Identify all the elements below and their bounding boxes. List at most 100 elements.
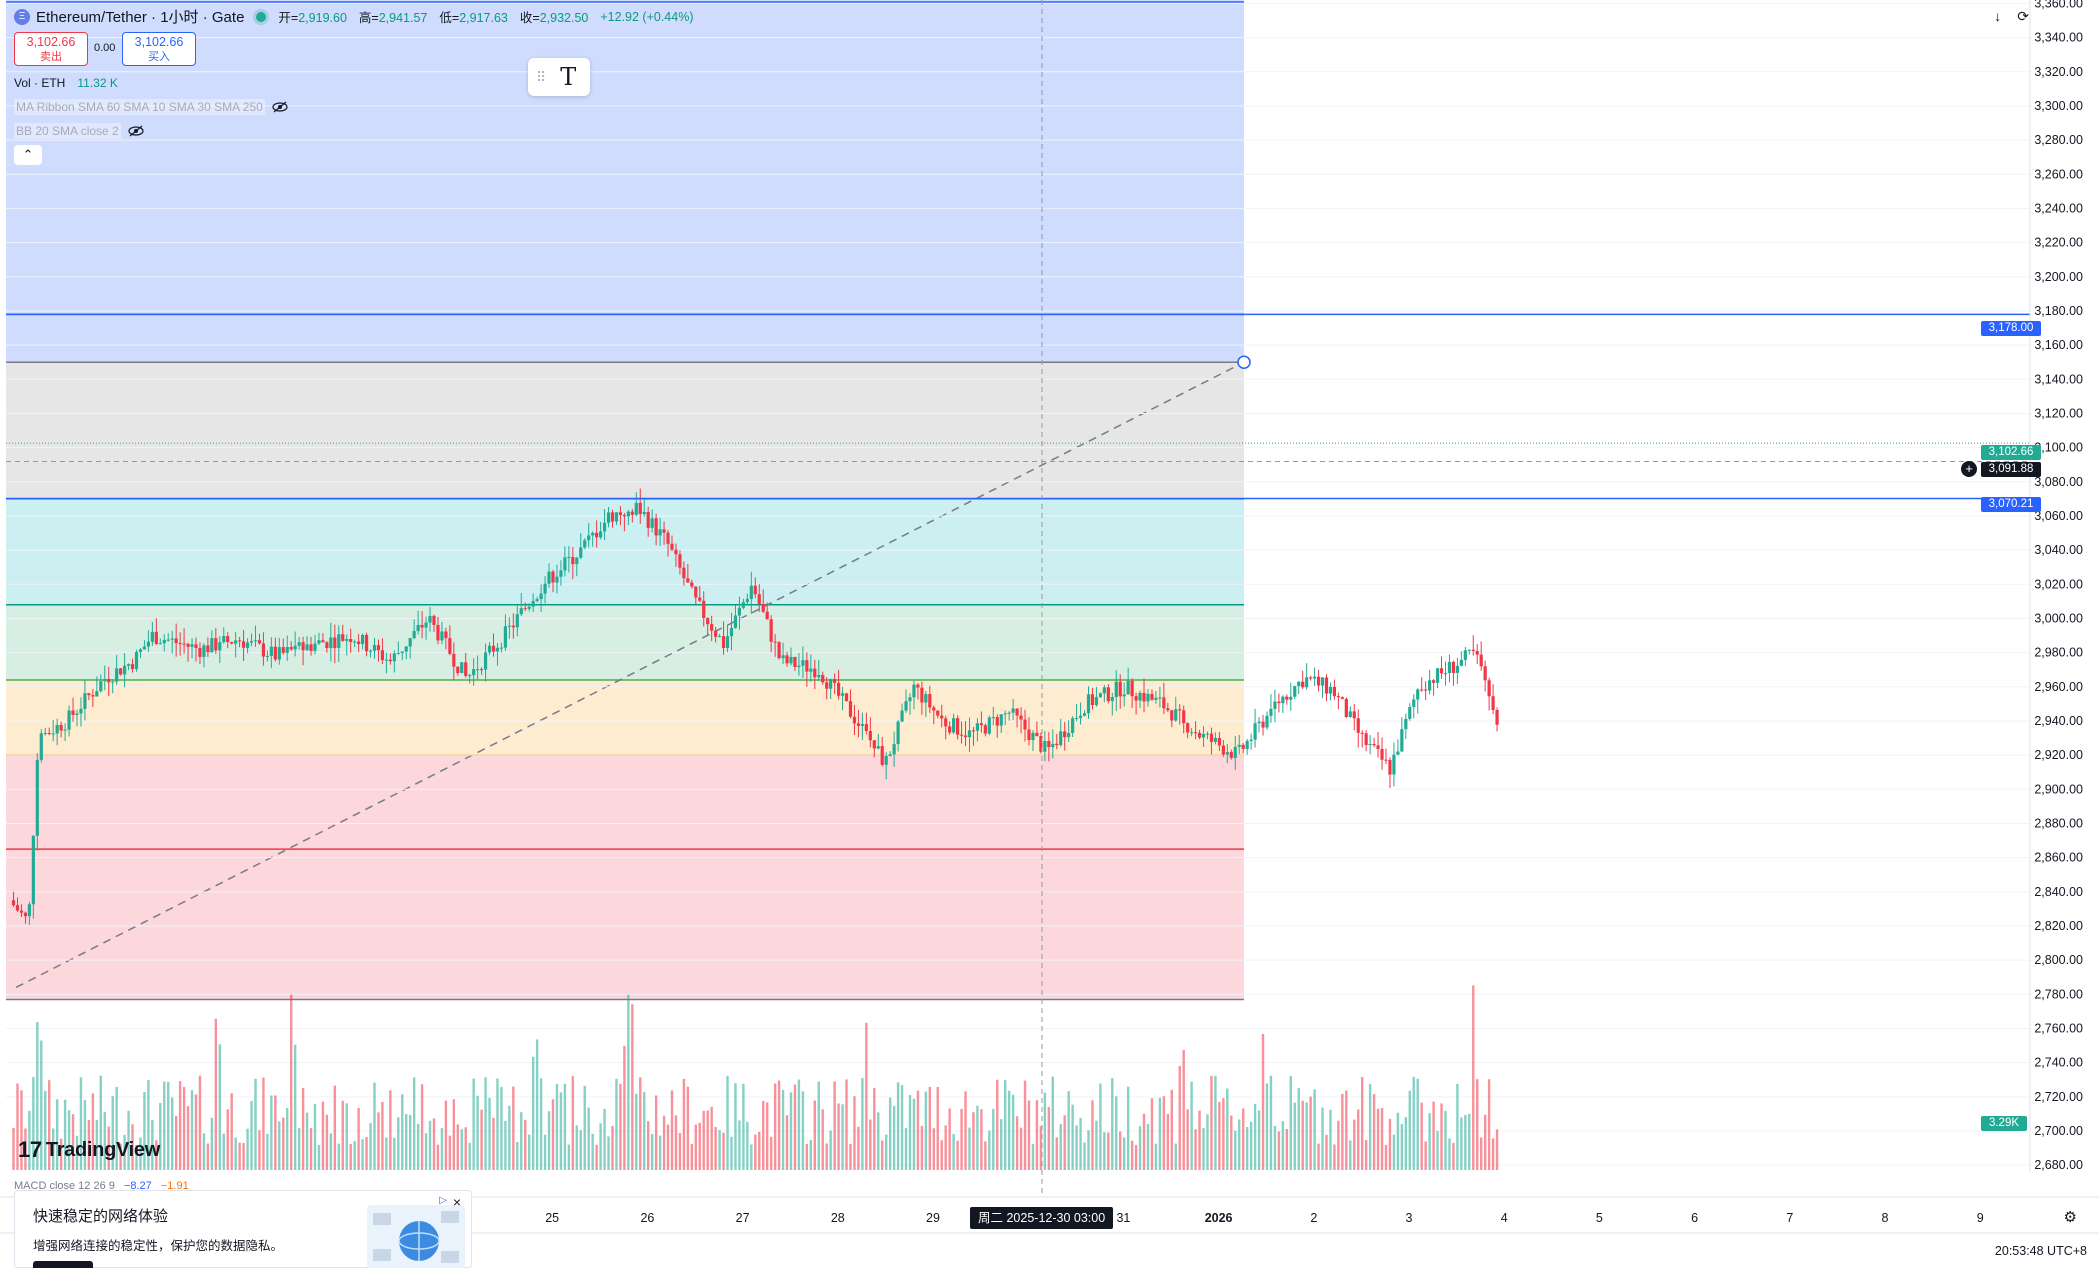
- candle-body: [1400, 729, 1404, 752]
- arrow-down-icon[interactable]: ↓: [1994, 8, 2002, 24]
- collapse-legend-button[interactable]: ⌃: [14, 145, 42, 165]
- volume-bar: [944, 1125, 947, 1170]
- volume-bar: [155, 1140, 158, 1170]
- candle-body: [1431, 680, 1436, 683]
- x-tick-label: 4: [1501, 1211, 1508, 1225]
- candle-body: [1443, 673, 1448, 675]
- volume-bar: [389, 1090, 392, 1170]
- volume-bar: [754, 1134, 757, 1170]
- ad-choices-icon[interactable]: ▷: [439, 1195, 447, 1206]
- y-tick-label: 3,220.00: [2034, 236, 2083, 250]
- candle-body: [1043, 740, 1047, 752]
- ad-cta-button[interactable]: [33, 1261, 93, 1268]
- volume-bar: [543, 1134, 547, 1170]
- macd-legend[interactable]: MACD close 12 26 9 −8.27 −1.91: [14, 1180, 189, 1192]
- settings-icon[interactable]: ⚙: [2063, 1209, 2077, 1226]
- volume-bar: [1353, 1119, 1356, 1170]
- y-tick-label: 3,340.00: [2034, 31, 2083, 45]
- volume-bar: [992, 1108, 995, 1170]
- volume-bar: [1333, 1144, 1336, 1170]
- volume-bar: [785, 1115, 789, 1170]
- volume-bar: [908, 1095, 912, 1170]
- volume-indicator[interactable]: Vol · ETH 11.32 K: [14, 76, 118, 90]
- ad-banner[interactable]: 快速稳定的网络体验 增强网络连接的稳定性，保护您的数据隐私。 ▷ ×: [14, 1190, 472, 1268]
- volume-bar: [420, 1084, 424, 1170]
- volume-bar: [718, 1130, 721, 1170]
- ad-title[interactable]: 快速稳定的网络体验: [33, 1208, 169, 1225]
- candle-body: [1047, 740, 1051, 748]
- candle-body: [1130, 680, 1134, 697]
- volume-bar: [758, 1131, 761, 1170]
- candle-body: [1316, 676, 1321, 686]
- candle-body: [87, 693, 91, 696]
- candle-body: [1015, 708, 1019, 716]
- volume-bar: [32, 1077, 35, 1170]
- y-tick-label: 3,040.00: [2034, 543, 2083, 557]
- candle-body: [523, 608, 527, 610]
- candle-body: [265, 655, 269, 657]
- fib-trend-line: [15, 361, 1245, 989]
- candle-body: [706, 618, 710, 625]
- volume-bar: [484, 1077, 487, 1170]
- eye-hidden-icon[interactable]: [271, 101, 289, 113]
- candle-body: [745, 598, 749, 603]
- volume-bar: [1273, 1125, 1277, 1170]
- eye-hidden-icon[interactable]: [127, 125, 145, 137]
- candle-body: [277, 647, 281, 660]
- close-icon[interactable]: ×: [452, 1194, 462, 1210]
- candle-body: [1158, 697, 1162, 699]
- candle-body: [1344, 698, 1348, 718]
- volume-bar: [881, 1140, 884, 1170]
- low-number: 2,917.63: [459, 11, 508, 25]
- text-tool-widget[interactable]: ⠿ T: [528, 58, 590, 96]
- volume-bar: [1059, 1123, 1062, 1170]
- volume-bar: [615, 1078, 618, 1170]
- candle-body: [741, 602, 745, 608]
- volume-bar: [222, 1133, 225, 1170]
- volume-bar: [48, 1080, 51, 1170]
- candle-body: [983, 725, 987, 734]
- drag-handle-icon[interactable]: ⠿: [536, 68, 546, 85]
- ad-image[interactable]: [367, 1205, 465, 1268]
- candle-body: [1114, 681, 1118, 698]
- y-tick-label: 3,200.00: [2034, 270, 2083, 284]
- candle-body: [674, 549, 678, 555]
- volume-bar: [1345, 1090, 1348, 1170]
- sync-icon[interactable]: ⟳: [2017, 8, 2029, 24]
- volume-bar: [924, 1091, 928, 1170]
- candle-body: [948, 726, 952, 733]
- volume-bar: [1182, 1049, 1185, 1170]
- ma-ribbon-indicator[interactable]: MA Ribbon SMA 60 SMA 10 SMA 30 SMA 250: [14, 99, 289, 115]
- volume-bar: [1357, 1109, 1360, 1170]
- candle-body: [325, 642, 329, 649]
- buy-button[interactable]: 3,102.66 买入: [122, 32, 196, 66]
- volume-bar: [1257, 1110, 1261, 1170]
- volume-bar: [385, 1137, 388, 1170]
- symbol-title[interactable]: Ethereum/Tether · 1小时 · Gate: [36, 9, 245, 26]
- sell-button[interactable]: 3,102.66 卖出: [14, 32, 88, 66]
- clock[interactable]: 20:53:48 UTC+8: [1994, 1244, 2087, 1258]
- candle-body: [591, 532, 595, 536]
- add-alert-icon[interactable]: +: [1961, 461, 1977, 477]
- volume-bar: [738, 1120, 741, 1170]
- candle-body: [273, 646, 277, 660]
- candle-body: [817, 675, 821, 678]
- x-tick-label: 25: [545, 1211, 559, 1225]
- volume-bar: [1126, 1086, 1130, 1170]
- ethereum-icon: Ξ: [14, 8, 30, 25]
- candle-body: [238, 640, 242, 642]
- volume-bar: [547, 1111, 551, 1170]
- volume-bar: [405, 1113, 408, 1170]
- volume-bar: [329, 1133, 333, 1170]
- text-tool-icon[interactable]: T: [560, 63, 577, 91]
- candle-body: [95, 691, 99, 697]
- volume-bar: [1341, 1093, 1344, 1170]
- bollinger-indicator[interactable]: BB 20 SMA close 2: [14, 123, 145, 139]
- volume-bar: [813, 1100, 816, 1170]
- candle-body: [119, 668, 123, 675]
- volume-bar: [960, 1109, 963, 1170]
- candle-body: [789, 656, 793, 664]
- candle-body: [928, 694, 932, 708]
- fib-retracement-zone: [6, 0, 1251, 1001]
